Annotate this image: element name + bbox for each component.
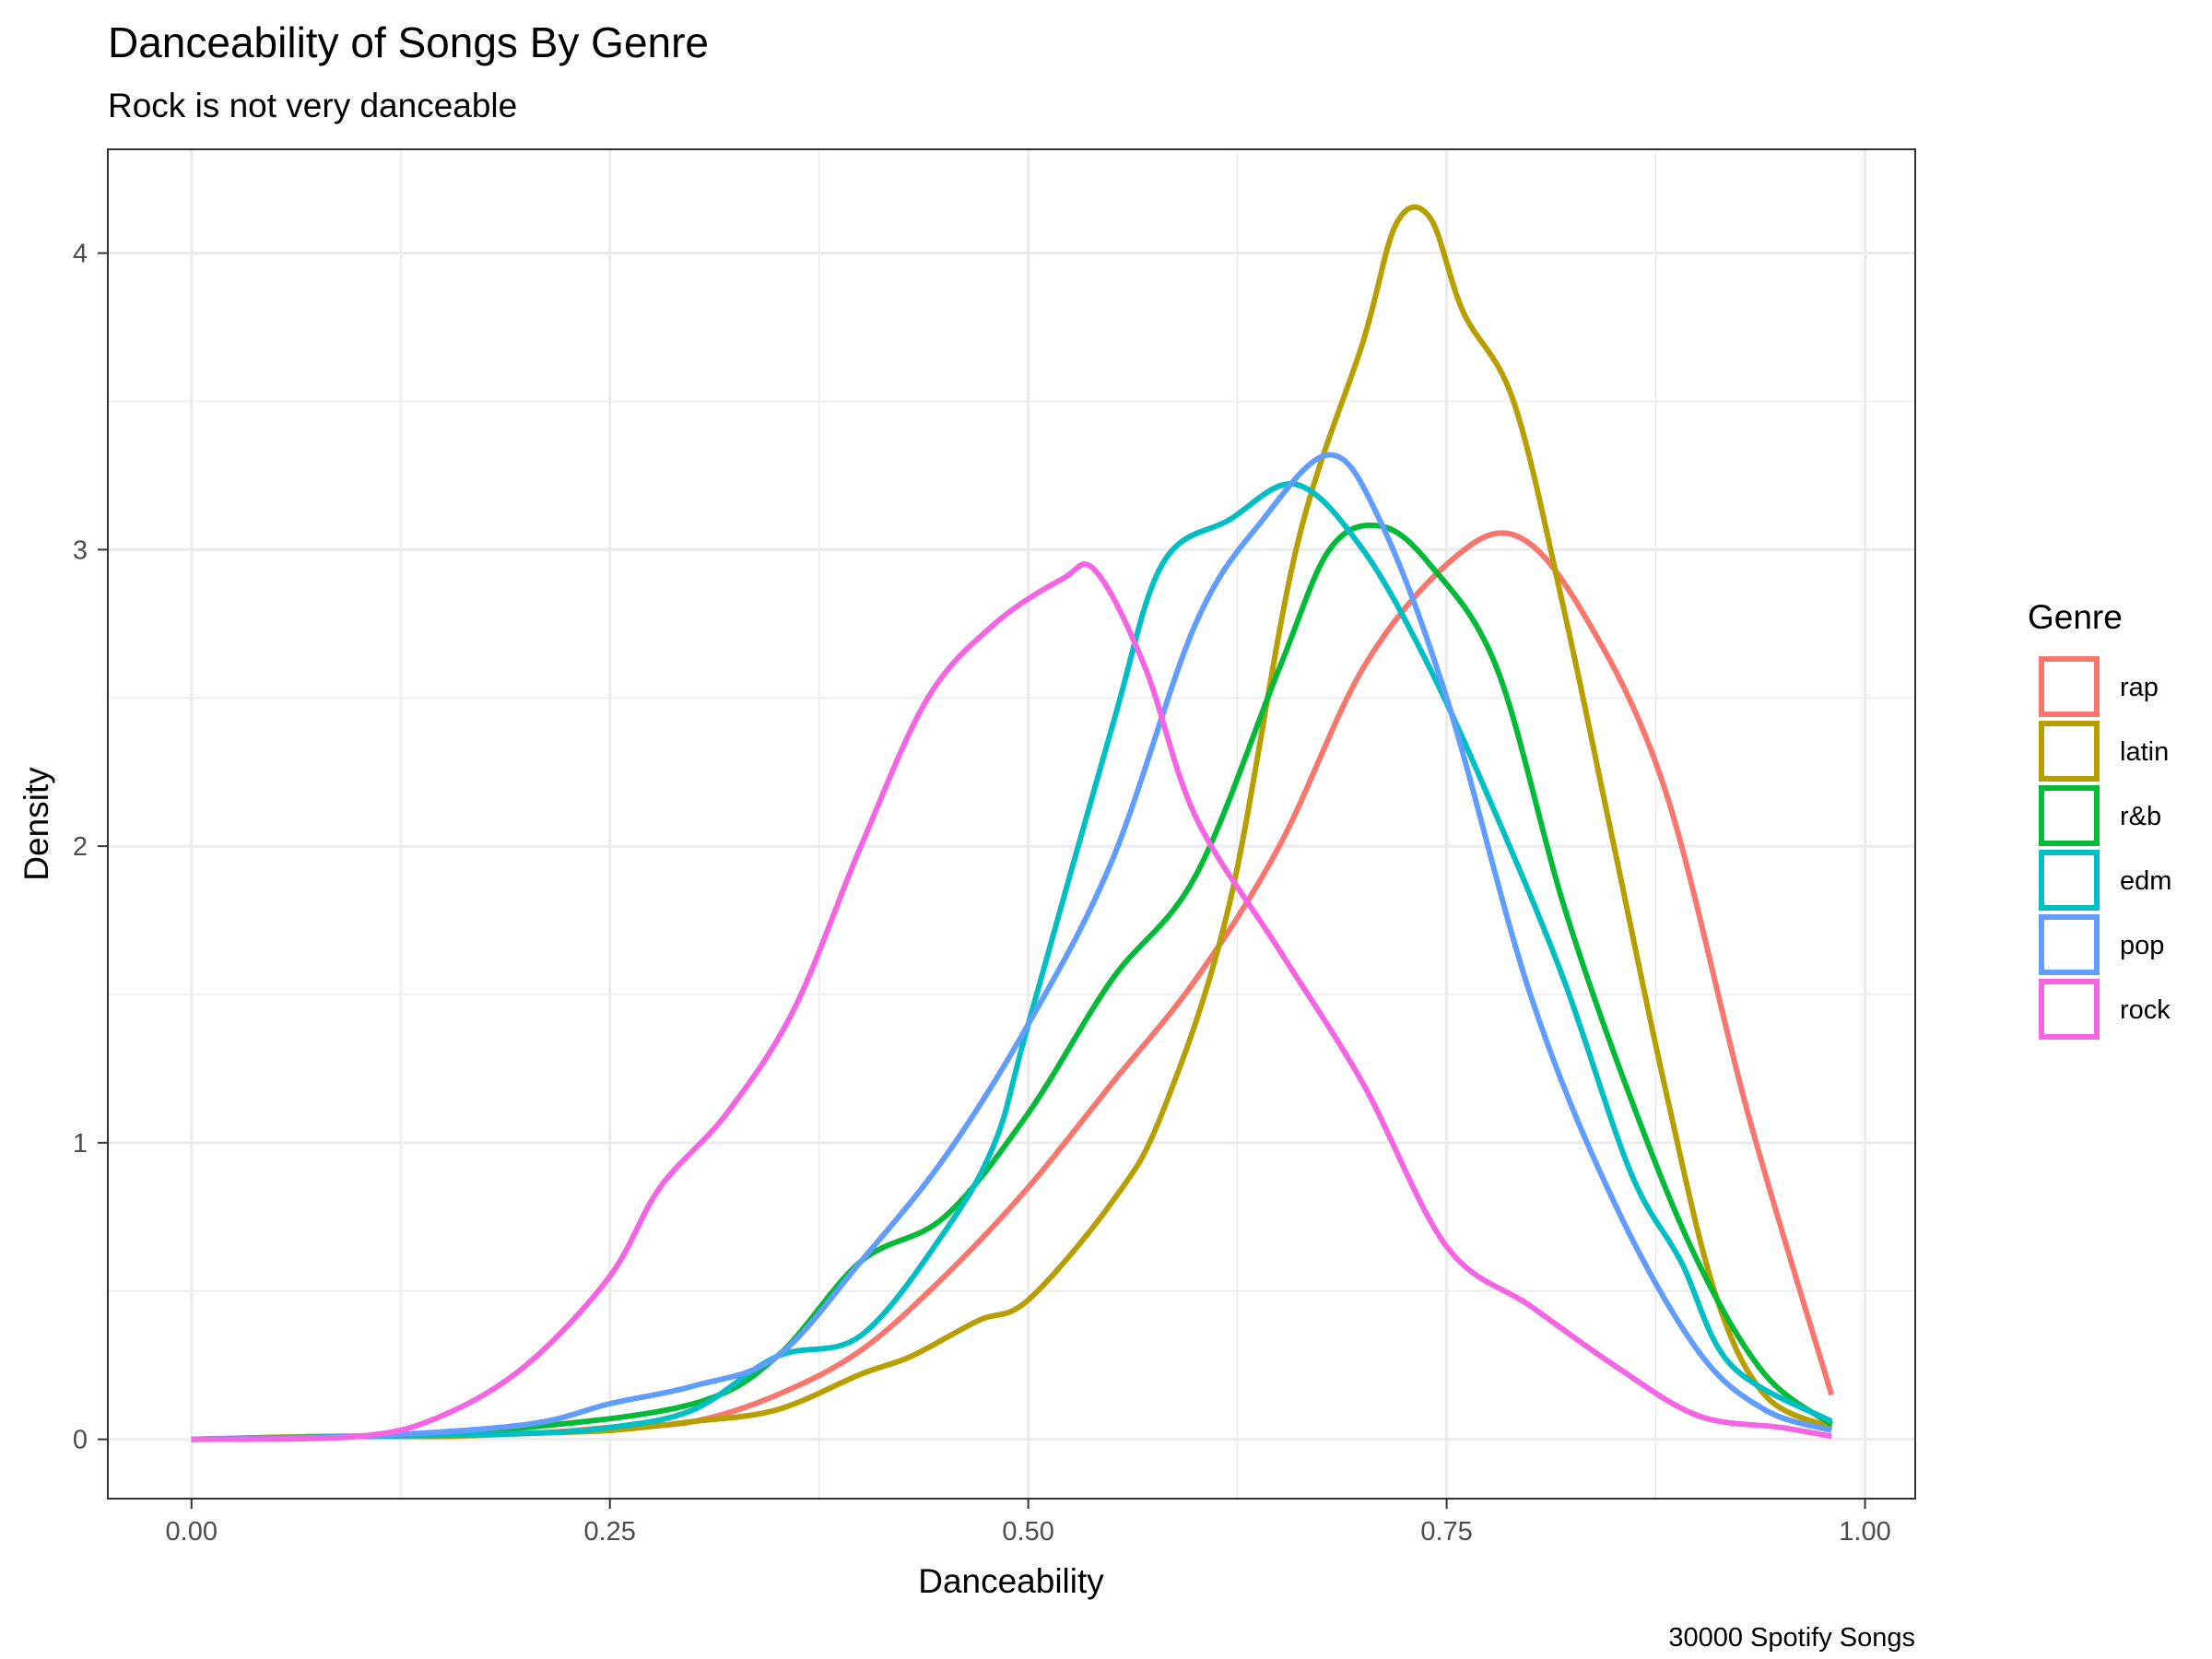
x-axis-label: Danceability	[918, 1562, 1104, 1600]
chart-title: Danceability of Songs By Genre	[108, 18, 709, 66]
legend-key-pop	[2039, 914, 2100, 975]
grid-major	[108, 149, 1915, 1499]
plot-panel	[108, 149, 1915, 1499]
series-line-rock	[191, 561, 1832, 1442]
plot-border	[107, 148, 1916, 1500]
legend-key-latin	[2039, 721, 2100, 782]
x-axis-ticks: 0.00 0.25 0.50 0.75 1.00	[166, 1499, 1891, 1547]
legend-title: Genre	[2028, 598, 2123, 636]
legend: Genre rap latin r&b edm pop rock	[2028, 598, 2171, 1040]
legend-label: rap	[2120, 673, 2159, 702]
y-tick-label: 0	[73, 1426, 88, 1455]
legend-label: r&b	[2120, 802, 2161, 831]
legend-key-rock	[2039, 979, 2100, 1040]
series-line-edm	[191, 480, 1833, 1442]
x-tick-label: 0.25	[583, 1517, 635, 1547]
y-tick-label: 3	[73, 535, 88, 565]
y-tick-label: 1	[73, 1129, 88, 1159]
series-line-pop	[191, 452, 1833, 1442]
chart-caption: 30000 Spotify Songs	[1668, 1623, 1915, 1653]
chart-subtitle: Rock is not very danceable	[108, 87, 517, 124]
x-tick-label: 1.00	[1839, 1517, 1890, 1547]
y-axis-label: Density	[18, 767, 55, 881]
series-line-latin	[191, 204, 1833, 1442]
x-tick-label: 0.75	[1420, 1517, 1472, 1547]
y-tick-label: 4	[73, 240, 88, 269]
x-tick-label: 0.50	[1002, 1517, 1053, 1547]
legend-label: edm	[2120, 866, 2171, 896]
series-lines	[191, 204, 1835, 1442]
legend-key-edm	[2039, 850, 2100, 911]
legend-key-rb	[2039, 785, 2100, 846]
series-line-rb	[191, 522, 1834, 1442]
legend-key-rap	[2039, 656, 2100, 717]
legend-label: pop	[2120, 931, 2164, 960]
x-tick-label: 0.00	[166, 1517, 218, 1547]
y-axis-ticks: 0 1 2 3 4	[73, 240, 108, 1455]
legend-label: rock	[2120, 995, 2171, 1025]
grid-minor	[108, 149, 1915, 1499]
y-tick-label: 2	[73, 832, 88, 862]
legend-label: latin	[2120, 737, 2169, 767]
